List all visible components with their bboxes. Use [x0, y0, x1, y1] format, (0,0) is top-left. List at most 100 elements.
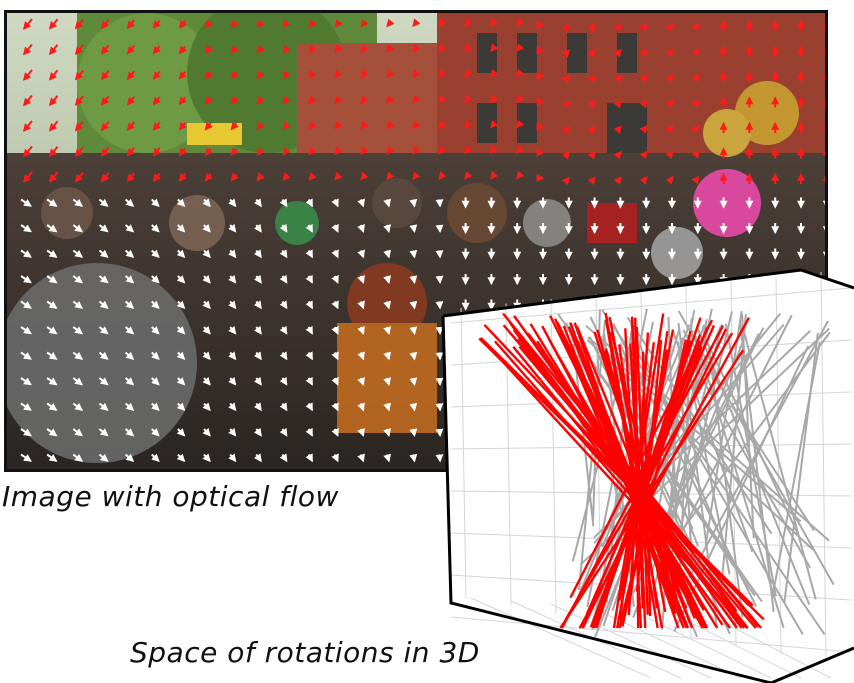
flow-arrow: [331, 274, 339, 284]
rotation-line: [671, 329, 754, 553]
flow-arrow: [308, 172, 317, 181]
flow-arrow: [383, 198, 392, 208]
flow-arrow: [20, 275, 32, 284]
flow-arrow: [100, 19, 110, 30]
flow-arrow: [124, 428, 135, 437]
flow-arrow: [72, 428, 84, 437]
flow-arrow: [665, 150, 674, 160]
rotation-line: [682, 329, 815, 532]
flow-arrow: [587, 150, 596, 160]
flow-arrow: [74, 69, 84, 81]
flow-arrow: [464, 43, 473, 53]
flow-arrow: [46, 428, 58, 437]
flow-arrow: [253, 453, 262, 463]
flow-arrow: [98, 300, 109, 309]
flow-arrow: [282, 70, 291, 80]
flow-arrow: [100, 172, 110, 183]
flow-arrow: [334, 95, 343, 105]
flow-arrow: [204, 70, 213, 80]
flow-arrow: [438, 94, 447, 104]
rotation-line: [683, 346, 812, 569]
flow-arrow: [124, 249, 135, 258]
flow-arrow: [100, 121, 110, 132]
flow-arrow: [279, 325, 288, 335]
flow-arrow: [665, 99, 674, 109]
flow-arrow: [587, 176, 596, 186]
flow-arrow: [464, 171, 473, 180]
image-caption: Image with optical flow: [2, 480, 339, 513]
flow-arrow: [20, 300, 32, 309]
rotation-line: [569, 319, 714, 599]
flow-arrow: [305, 402, 313, 412]
flow-arrow: [665, 73, 674, 83]
flow-arrow: [178, 71, 187, 80]
flow-arrow: [100, 70, 110, 81]
flow-arrow: [72, 326, 84, 335]
flow-arrow: [435, 352, 444, 361]
flow-arrow: [126, 70, 135, 81]
flow-arrow: [490, 170, 499, 180]
flow-arrow: [613, 176, 622, 185]
flow-arrow: [22, 94, 33, 107]
rotation-line: [517, 337, 749, 629]
flow-arrow: [46, 249, 58, 258]
flow-arrow: [20, 402, 32, 411]
flow-arrow: [202, 249, 211, 259]
red-rotation-lines: [478, 312, 765, 629]
flow-arrow: [98, 453, 109, 462]
flow-arrow: [360, 18, 369, 28]
flow-arrow: [409, 249, 418, 259]
flow-arrow: [228, 325, 237, 335]
flow-arrow: [305, 453, 313, 463]
flow-arrow: [253, 300, 262, 310]
flow-arrow: [334, 44, 343, 54]
flow-arrow: [98, 351, 109, 360]
flow-arrow: [178, 45, 187, 55]
flow-arrow: [308, 44, 317, 54]
flow-arrow: [253, 249, 262, 259]
flow-arrow: [204, 19, 213, 29]
flow-arrow: [334, 18, 343, 28]
flow-arrow: [691, 175, 700, 185]
flow-arrow: [665, 22, 674, 32]
flow-arrow: [151, 224, 160, 233]
flow-arrow: [176, 351, 186, 361]
flow-arrow: [202, 325, 211, 335]
flow-arrow: [230, 19, 239, 29]
flow-arrow: [308, 146, 317, 156]
flow-arrow: [639, 150, 648, 160]
flow-arrow: [331, 376, 339, 386]
flow-arrow: [386, 120, 395, 130]
flow-arrow: [151, 198, 160, 207]
rotation-line: [578, 317, 750, 629]
flow-arrow: [383, 402, 392, 412]
flow-arrow: [253, 351, 262, 361]
flow-arrow: [124, 326, 135, 335]
rotation-line: [618, 349, 669, 601]
flow-arrow: [230, 96, 239, 105]
flow-arrow: [230, 70, 239, 80]
flow-arrow: [438, 171, 447, 180]
flow-arrow: [72, 275, 84, 284]
rotation-line: [526, 332, 738, 612]
flow-arrow: [412, 145, 421, 155]
flow-arrow: [386, 44, 395, 53]
flow-arrow: [151, 428, 160, 437]
flow-arrow: [334, 146, 343, 156]
flow-arrow: [412, 171, 421, 181]
flow-arrow: [98, 198, 109, 207]
flow-arrow: [253, 325, 262, 335]
rotation-line: [682, 342, 731, 575]
flow-arrow: [202, 274, 211, 284]
flow-arrow: [204, 121, 213, 131]
flow-arrow: [587, 74, 596, 84]
flow-arrow: [383, 428, 392, 437]
flow-arrow: [409, 300, 418, 310]
flow-arrow: [409, 402, 418, 412]
flow-arrow: [464, 145, 473, 155]
flow-arrow: [202, 427, 211, 437]
flow-arrow: [126, 19, 135, 30]
flow-arrow: [176, 377, 186, 386]
flow-arrow: [357, 402, 365, 412]
flow-arrow: [228, 249, 237, 259]
